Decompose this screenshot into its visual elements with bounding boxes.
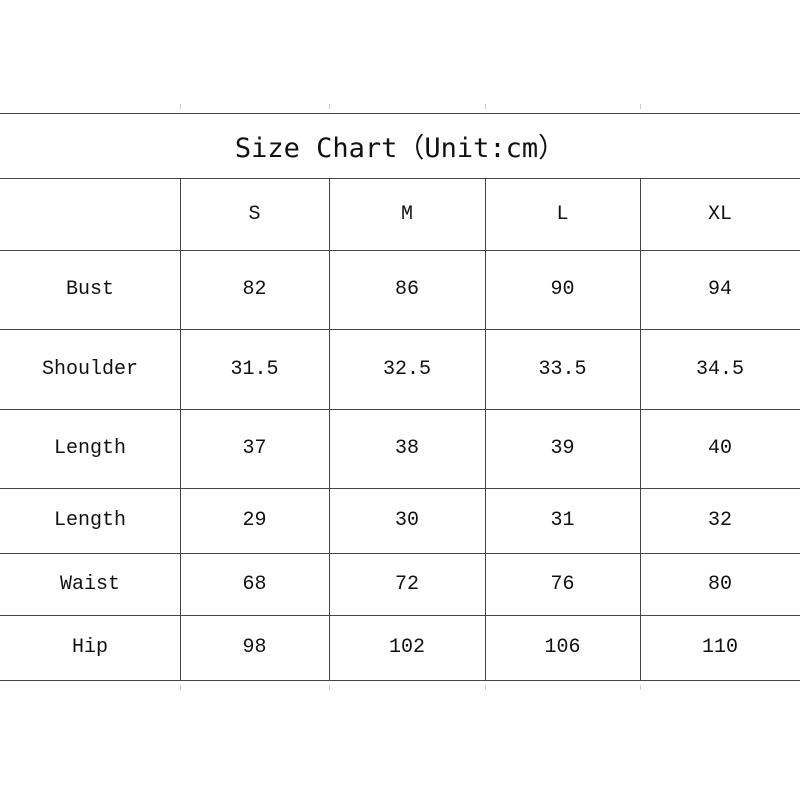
guide-tick (329, 685, 330, 690)
table-cell: 80 (707, 572, 732, 596)
row-label: Waist (59, 572, 120, 596)
column-header: L (556, 202, 569, 226)
table-cell: 72 (394, 572, 419, 596)
guide-tick (640, 104, 641, 109)
table-cell: 37 (242, 437, 267, 460)
column-divider (180, 178, 181, 680)
table-cell: 38 (394, 437, 419, 460)
row-divider (0, 329, 800, 330)
table-cell: 86 (394, 278, 419, 301)
row-label: Length (53, 509, 126, 532)
row-divider (0, 113, 800, 114)
guide-tick (485, 104, 486, 109)
row-divider (0, 615, 800, 616)
table-cell: 98 (242, 636, 267, 659)
table-cell: 31.5 (230, 357, 279, 381)
guide-tick (485, 685, 486, 690)
table-cell: 32 (707, 509, 732, 532)
row-label: Hip (71, 636, 108, 659)
table-cell: 34.5 (695, 357, 744, 381)
column-header: M (400, 202, 413, 226)
guide-tick (640, 685, 641, 690)
table-cell: 30 (394, 509, 419, 532)
table-cell: 29 (242, 509, 267, 532)
table-cell: 94 (707, 278, 732, 301)
table-cell: 110 (701, 636, 738, 659)
table-cell: 68 (242, 572, 267, 596)
table-cell: 106 (544, 636, 581, 659)
guide-tick (180, 104, 181, 109)
table-title: Size Chart（Unit:cm） (234, 133, 566, 164)
table-cell: 102 (388, 636, 425, 659)
column-divider (485, 178, 486, 680)
table-cell: 39 (550, 437, 575, 460)
table-cell: 31 (550, 509, 575, 532)
row-label: Bust (65, 278, 114, 301)
table-cell: 33.5 (538, 357, 587, 381)
guide-tick (329, 104, 330, 109)
row-divider (0, 409, 800, 410)
column-divider (329, 178, 330, 680)
row-divider (0, 553, 800, 554)
table-cell: 90 (550, 278, 575, 301)
guide-tick (180, 685, 181, 690)
table-cell: 76 (550, 572, 575, 596)
table-cell: 82 (242, 278, 267, 301)
table-cell: 40 (707, 437, 732, 460)
row-divider (0, 250, 800, 251)
column-header: S (248, 202, 261, 226)
row-divider (0, 488, 800, 489)
row-divider (0, 178, 800, 179)
row-divider (0, 680, 800, 681)
column-header: XL (707, 202, 732, 226)
row-label: Length (53, 437, 126, 460)
column-divider (640, 178, 641, 680)
table-cell: 32.5 (382, 357, 431, 381)
row-label: Shoulder (41, 357, 138, 381)
